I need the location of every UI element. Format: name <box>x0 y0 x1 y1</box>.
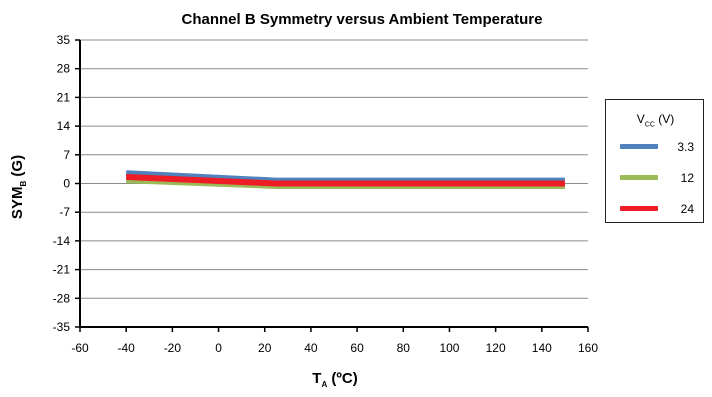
x-axis-label-sub: A <box>321 380 327 389</box>
y-tick-label: -28 <box>53 291 71 305</box>
x-axis-label-unit: (ºC) <box>327 370 357 387</box>
x-axis-label: TA (ºC) <box>312 370 357 389</box>
y-tick-label: 7 <box>63 148 70 162</box>
legend: VCC (V) 3.3 12 24 <box>605 99 704 223</box>
x-tick-label: 100 <box>439 341 459 355</box>
y-tick-label: -35 <box>53 320 71 334</box>
series-line-24 <box>126 173 565 187</box>
legend-swatch-24 <box>620 206 658 211</box>
y-tick-label: -7 <box>59 205 70 219</box>
series-layer <box>126 170 565 189</box>
grid-layer <box>80 39 588 299</box>
x-tick-label: -40 <box>118 341 136 355</box>
y-tick-label: 28 <box>57 62 71 76</box>
legend-swatch-3-3 <box>620 144 658 149</box>
y-tick-label: 14 <box>57 119 71 133</box>
legend-title: VCC (V) <box>606 112 705 128</box>
legend-label-3-3: 3.3 <box>677 140 694 154</box>
legend-title-main: V <box>636 112 645 126</box>
y-axis-label-main: SYM <box>9 187 26 220</box>
legend-item-12: 12 <box>618 170 698 186</box>
x-tick-label: 20 <box>258 341 272 355</box>
chart-title: Channel B Symmetry versus Ambient Temper… <box>182 11 543 28</box>
y-tick-label: -21 <box>53 263 71 277</box>
y-tick-label: 35 <box>57 33 71 47</box>
y-axis-label-sub: B <box>19 181 28 187</box>
y-axis-label: SYMB (G) <box>9 155 28 219</box>
legend-item-24: 24 <box>618 201 698 217</box>
legend-label-24: 24 <box>680 202 694 216</box>
y-axis-label-unit: (G) <box>9 155 26 181</box>
y-tick-label: -14 <box>53 234 71 248</box>
x-tick-label: -20 <box>164 341 182 355</box>
legend-title-unit: (V) <box>654 112 675 126</box>
y-tick-label: 0 <box>63 177 70 191</box>
ticks-layer: 35 28 21 14 7 0 -7 -14 -21 -28 -35-60 -40 -20 0 20 40 60… <box>53 33 599 355</box>
x-tick-label: 60 <box>350 341 364 355</box>
legend-label-12: 12 <box>680 171 694 185</box>
x-tick-label: -60 <box>71 341 89 355</box>
legend-item-3-3: 3.3 <box>618 139 698 155</box>
legend-swatch-12 <box>620 175 658 180</box>
x-tick-label: 120 <box>486 341 506 355</box>
x-tick-label: 0 <box>215 341 222 355</box>
x-tick-label: 160 <box>578 341 598 355</box>
x-tick-label: 40 <box>304 341 318 355</box>
x-tick-label: 80 <box>397 341 411 355</box>
legend-title-sub: CC <box>644 121 655 129</box>
x-tick-label: 140 <box>532 341 552 355</box>
x-axis-label-main: T <box>312 370 321 387</box>
y-tick-label: 21 <box>57 90 71 104</box>
